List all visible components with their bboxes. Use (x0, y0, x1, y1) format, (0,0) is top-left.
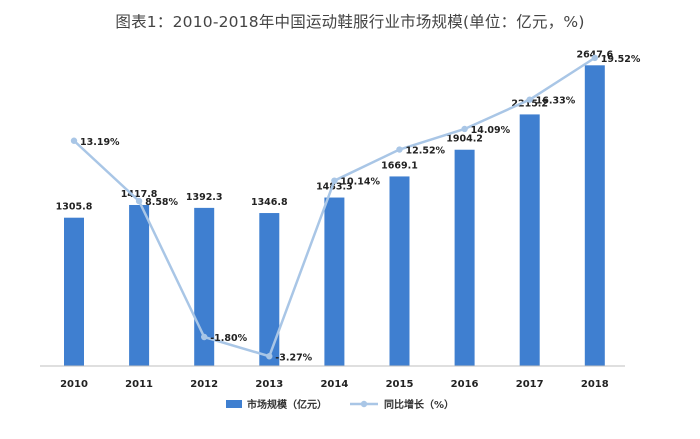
x-tick-label-2018: 2018 (581, 379, 609, 390)
growth-point-2016 (461, 125, 468, 133)
bar-value-label-2014: 1483.3 (316, 182, 353, 193)
bar-value-label-2011: 1417.8 (121, 189, 158, 200)
bar-2015 (389, 176, 410, 366)
growth-value-label-2015: 12.52% (406, 146, 446, 157)
legend-line-marker (360, 400, 368, 408)
x-tick-label-2013: 2013 (255, 379, 283, 390)
growth-value-label-2011: 8.58% (145, 197, 178, 208)
growth-point-2015 (396, 146, 403, 153)
legend-bar-swatch (226, 400, 242, 408)
growth-value-label-2014: 10.14% (340, 177, 380, 188)
bar-value-label-2012: 1392.3 (186, 192, 223, 203)
bar-value-label-2010: 1305.8 (56, 202, 93, 213)
growth-value-label-2017: 16.33% (536, 96, 576, 107)
growth-point-2014 (331, 177, 338, 184)
bar-value-label-2016: 1904.2 (446, 134, 483, 145)
x-tick-label-2010: 2010 (60, 379, 88, 390)
growth-value-label-2010: 13.19% (80, 137, 120, 148)
bar-2010 (64, 217, 84, 366)
legend-line-label: 同比增长（%） (384, 398, 454, 411)
x-tick-label-2017: 2017 (516, 379, 544, 390)
x-tick-labels: 2010 2011 2012 2013 2014 2015 2016 2017 2018 (60, 379, 609, 390)
growth-point-2011 (135, 197, 143, 205)
bar-value-label-2015: 1669.1 (381, 160, 418, 171)
growth-point-2010 (70, 137, 78, 144)
x-tick-label-2016: 2016 (451, 379, 479, 390)
bar-2013 (259, 213, 280, 366)
bar-value-label-2017: 2215.2 (511, 98, 548, 109)
x-tick-label-2012: 2012 (190, 379, 218, 390)
bar-value-label-2013: 1346.8 (251, 197, 288, 208)
growth-value-label-2012: -1.80% (210, 333, 247, 344)
bar-2018 (584, 65, 605, 366)
bars-layer: 1305.8 1417.8 1392.3 1346.8 1483.3 1669.1 1904… (56, 49, 614, 367)
x-tick-label-2015: 2015 (386, 379, 414, 390)
growth-value-label-2018: 19.52% (601, 54, 641, 65)
growth-value-label-2016: 14.09% (471, 125, 511, 136)
chart-title: 图表1：2010-2018年中国运动鞋服行业市场规模(单位：亿元，%) (115, 13, 585, 31)
legend: 市场规模（亿元） 同比增长（%） (226, 398, 454, 411)
growth-point-2012 (201, 333, 208, 341)
growth-point-2013 (266, 353, 273, 360)
legend-bar-label: 市场规模（亿元） (247, 398, 327, 411)
x-tick-label-2011: 2011 (125, 379, 153, 390)
growth-value-label-2013: -3.27% (275, 352, 312, 363)
bar-2011 (129, 204, 150, 366)
x-tick-label-2014: 2014 (320, 379, 348, 390)
bar-2017 (519, 114, 540, 367)
growth-line-layer: 13.19% 8.58% -1.80% -3.27% 10.14% 12.52% 14.09… (70, 54, 641, 363)
bar-2014 (324, 197, 345, 366)
growth-point-2017 (526, 96, 533, 103)
growth-point-2018 (591, 54, 598, 62)
bar-2016 (454, 149, 475, 366)
